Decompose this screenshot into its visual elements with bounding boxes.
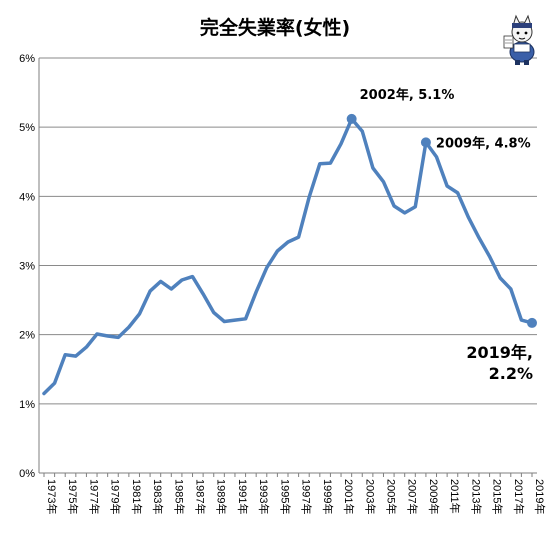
chart-title: 完全失業率(女性) (200, 16, 350, 39)
x-tick-label: 2007年 (406, 479, 420, 514)
x-tick-label: 1985年 (172, 479, 186, 514)
x-tick-label: 1991年 (236, 479, 250, 514)
annotation-label: 2.2% (489, 364, 533, 383)
x-tick-label: 1987年 (194, 479, 208, 514)
annotations: 2002年, 5.1% 2009年, 4.8% 2019年, 2.2% (346, 87, 537, 383)
x-tick-label: 2019年 (533, 479, 547, 514)
x-tick-label: 2001年 (342, 479, 356, 514)
x-tick-label: 2013年 (469, 479, 483, 514)
y-axis-ticks: 0% 1% 2% 3% 4% 5% 6% (19, 53, 35, 480)
y-tick-label: 5% (19, 122, 35, 134)
x-axis-ticks: 1973年 1975年 1977年 1979年 1981年 1983年 1985年 1987年… (43, 473, 547, 514)
x-tick-label: 2017年 (512, 479, 526, 514)
annotation-label: 2002年, 5.1% (360, 87, 455, 103)
x-tick-label: 1993年 (257, 479, 271, 514)
x-tick-label: 1977年 (87, 479, 101, 514)
x-tick-label: 1997年 (300, 479, 314, 514)
y-tick-label: 0% (19, 468, 35, 480)
annotation-label: 2019年, (466, 343, 533, 362)
x-tick-label: 2003年 (363, 479, 377, 514)
x-tick-label: 1989年 (215, 479, 229, 514)
annotation-marker (420, 137, 431, 148)
x-tick-label: 1999年 (321, 479, 335, 514)
x-tick-label: 2009年 (427, 479, 441, 514)
x-tick-label: 1981年 (130, 479, 144, 514)
x-tick-label: 2011年 (448, 479, 462, 514)
x-tick-label: 1973年 (45, 479, 59, 514)
mascot-icon (503, 14, 535, 65)
x-tick-label: 1975年 (66, 479, 80, 514)
y-tick-label: 2% (19, 330, 35, 342)
y-tick-label: 3% (19, 261, 35, 273)
x-tick-label: 1995年 (278, 479, 292, 514)
x-tick-label: 2015年 (491, 479, 505, 514)
x-tick-label: 2005年 (384, 479, 398, 514)
annotation-marker (346, 113, 357, 124)
y-tick-label: 1% (19, 399, 35, 411)
x-tick-label: 1983年 (151, 479, 165, 514)
gridlines (39, 57, 537, 405)
series-line (42, 117, 534, 396)
x-tick-label: 1979年 (109, 479, 123, 514)
series (42, 117, 534, 396)
y-tick-label: 6% (19, 53, 35, 65)
y-tick-label: 4% (19, 191, 35, 203)
annotation-marker (527, 317, 537, 328)
annotation-label: 2009年, 4.8% (436, 135, 531, 151)
